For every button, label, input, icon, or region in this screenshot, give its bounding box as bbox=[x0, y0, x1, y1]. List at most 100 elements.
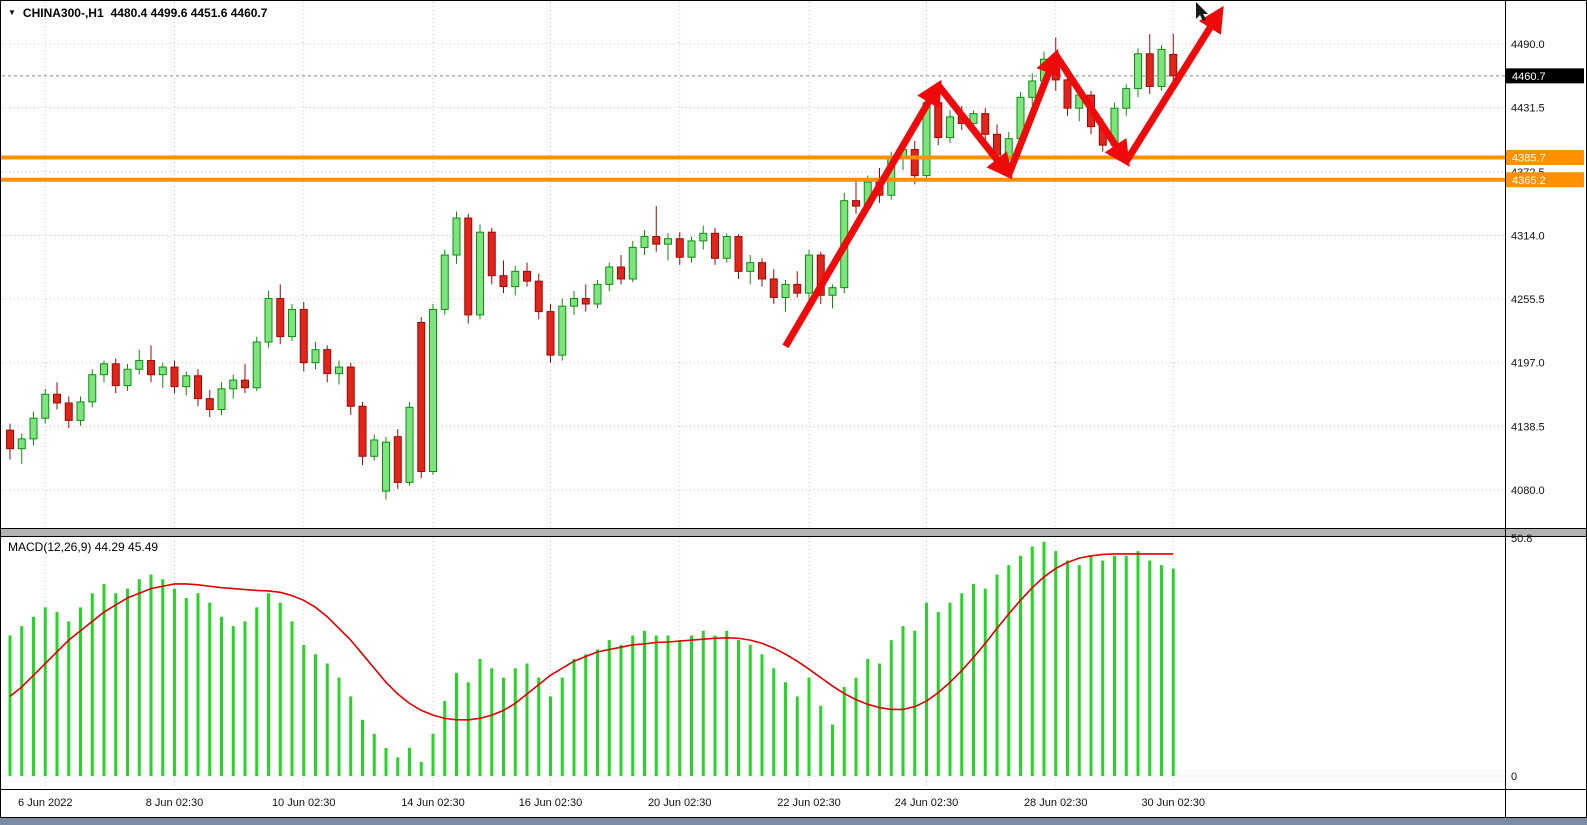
cursor-arrow-icon bbox=[1196, 2, 1208, 21]
macd-indicator-pane bbox=[8, 541, 1175, 776]
candle bbox=[769, 269, 778, 304]
candle bbox=[17, 433, 26, 464]
candle bbox=[205, 389, 214, 418]
candle bbox=[487, 227, 496, 285]
trend-arrow-segment[interactable] bbox=[1005, 48, 1061, 176]
candle bbox=[217, 382, 226, 415]
candle bbox=[1169, 33, 1178, 86]
candle bbox=[617, 255, 625, 285]
price-axis-label: 4080.0 bbox=[1511, 485, 1545, 497]
candle bbox=[429, 303, 437, 475]
time-axis-label: 24 Jun 02:30 bbox=[895, 797, 959, 809]
candlestick-series bbox=[6, 33, 1178, 500]
candle bbox=[499, 260, 508, 294]
candle bbox=[934, 88, 943, 146]
candle bbox=[523, 262, 531, 287]
candle bbox=[652, 206, 661, 252]
trend-arrow-annotation[interactable] bbox=[782, 5, 1224, 349]
candle bbox=[405, 401, 414, 486]
candle bbox=[758, 258, 766, 287]
price-axis-label: 4138.5 bbox=[1511, 421, 1545, 433]
candle bbox=[264, 290, 273, 348]
candle bbox=[711, 227, 719, 265]
trend-arrow-segment[interactable] bbox=[782, 79, 942, 349]
candle bbox=[311, 342, 320, 370]
candle bbox=[746, 255, 755, 285]
candle bbox=[464, 213, 473, 324]
candle bbox=[664, 233, 672, 261]
level-price-badge bbox=[1506, 149, 1584, 165]
candle bbox=[194, 369, 202, 407]
time-axis[interactable]: 6 Jun 2022 8 Jun 02:30 10 Jun 02:30 14 Jun … bbox=[18, 797, 1205, 809]
candle bbox=[229, 374, 238, 399]
candle bbox=[252, 336, 261, 392]
macd-signal-line bbox=[9, 553, 1174, 721]
trend-arrow-segment[interactable] bbox=[935, 83, 1013, 180]
candle bbox=[241, 363, 249, 394]
current-price-badge-label: 4460.7 bbox=[1512, 71, 1546, 83]
candle bbox=[628, 240, 637, 283]
horizontal-level-lines[interactable] bbox=[0, 155, 1505, 182]
candle bbox=[288, 303, 296, 341]
price-axis-label: 4255.5 bbox=[1511, 294, 1545, 306]
candle bbox=[581, 284, 590, 312]
symbol-period-label: CHINA300-,H1 bbox=[22, 6, 104, 20]
time-axis-label: 28 Jun 02:30 bbox=[1024, 797, 1088, 809]
candle bbox=[276, 284, 285, 345]
price-axis-label: 4197.0 bbox=[1511, 358, 1545, 370]
candle bbox=[64, 396, 73, 428]
candle bbox=[158, 362, 167, 388]
candle bbox=[828, 284, 837, 309]
candle bbox=[675, 232, 684, 265]
time-axis-label: 8 Jun 02:30 bbox=[146, 797, 204, 809]
time-axis-label: 20 Jun 02:30 bbox=[648, 797, 712, 809]
candle bbox=[476, 224, 484, 320]
candle bbox=[699, 225, 708, 250]
candle bbox=[170, 360, 179, 394]
time-axis-label: 14 Jun 02:30 bbox=[401, 797, 465, 809]
time-axis-label: 22 Jun 02:30 bbox=[777, 797, 841, 809]
candle bbox=[88, 369, 97, 408]
pane-splitter[interactable] bbox=[0, 529, 1587, 536]
candle bbox=[640, 230, 649, 256]
candle bbox=[53, 382, 61, 410]
window-bottom-edge bbox=[0, 818, 1587, 825]
candle bbox=[370, 434, 379, 461]
level-price-badge-label: 4385.7 bbox=[1512, 152, 1546, 164]
candle bbox=[722, 233, 731, 263]
candle bbox=[910, 140, 919, 185]
candle bbox=[123, 363, 132, 392]
price-axis-label: 4314.0 bbox=[1511, 230, 1545, 242]
candle bbox=[1122, 84, 1131, 116]
candle bbox=[570, 290, 578, 315]
time-axis-label: 30 Jun 02:30 bbox=[1141, 797, 1205, 809]
candle bbox=[687, 236, 696, 263]
candle bbox=[323, 345, 332, 383]
candle bbox=[440, 249, 449, 315]
candle bbox=[100, 360, 108, 383]
candle bbox=[417, 317, 426, 479]
price-axis[interactable]: 4490.04431.54372.54314.04255.54197.04138… bbox=[1506, 39, 1584, 783]
candle bbox=[605, 262, 614, 291]
candle bbox=[6, 423, 14, 460]
trend-arrow-segment[interactable] bbox=[1052, 52, 1130, 167]
current-price-badge bbox=[1506, 68, 1584, 84]
candle bbox=[558, 298, 567, 361]
trend-arrow-segment[interactable] bbox=[1123, 5, 1224, 164]
chart-title: ▼ CHINA300-,H1 4480.4 4499.6 4451.6 4460… bbox=[8, 6, 267, 20]
macd-indicator-label: MACD(12,26,9) 44.29 45.49 bbox=[8, 540, 159, 554]
grid bbox=[2, 2, 1505, 788]
candle bbox=[111, 358, 120, 394]
candle bbox=[452, 211, 461, 264]
level-price-badge-label: 4365.2 bbox=[1512, 175, 1546, 187]
candle bbox=[299, 301, 308, 372]
candle bbox=[1028, 73, 1037, 105]
symbol-dropdown-icon[interactable]: ▼ bbox=[8, 8, 16, 17]
candle bbox=[805, 249, 813, 301]
level-price-badge bbox=[1506, 172, 1584, 188]
candle bbox=[981, 108, 990, 141]
candle bbox=[358, 401, 367, 465]
